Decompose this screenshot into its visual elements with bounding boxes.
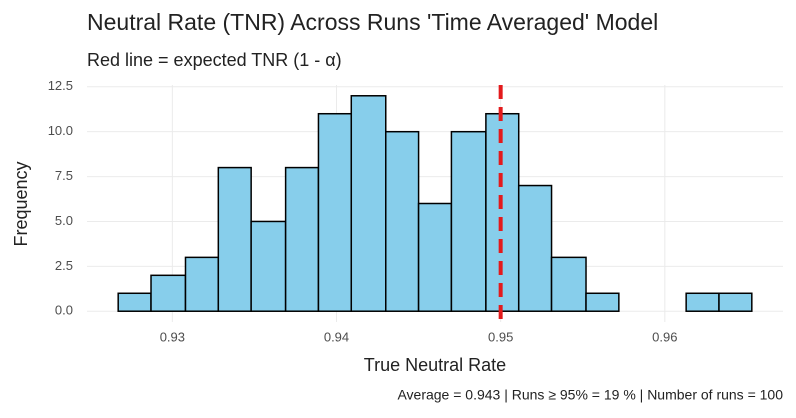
bar xyxy=(585,292,620,312)
bar xyxy=(417,202,453,312)
bar xyxy=(517,184,553,312)
bar xyxy=(250,220,287,312)
bar xyxy=(284,166,320,312)
y-tick-label: 5.0 xyxy=(55,213,73,228)
bar xyxy=(485,112,520,312)
chart-title: Neutral Rate (TNR) Across Runs 'Time Ave… xyxy=(87,9,658,35)
x-tick-label: 0.95 xyxy=(488,329,513,344)
bar xyxy=(550,256,587,312)
y-tick-label: 2.5 xyxy=(55,258,73,273)
bar xyxy=(385,130,420,312)
y-axis-label: Frequency xyxy=(11,161,31,246)
caption: Average = 0.943 | Runs ≥ 95% = 19 % | Nu… xyxy=(397,387,783,403)
y-tick-label: 10.0 xyxy=(48,123,73,138)
chart-subtitle: Red line = expected TNR (1 - α) xyxy=(87,50,342,70)
bar xyxy=(450,130,487,312)
y-tick-label: 0.0 xyxy=(55,303,73,318)
x-tick-label: 0.94 xyxy=(324,329,349,344)
bar xyxy=(685,292,720,312)
bar xyxy=(184,256,220,312)
y-tick-label: 12.5 xyxy=(48,78,73,93)
x-tick-label: 0.93 xyxy=(160,329,185,344)
bar xyxy=(718,292,753,312)
y-tick-label: 7.5 xyxy=(55,168,73,183)
x-tick-label: 0.96 xyxy=(652,329,677,344)
bar xyxy=(150,274,187,312)
x-axis-label: True Neutral Rate xyxy=(364,355,506,375)
bar xyxy=(350,95,387,312)
bar xyxy=(217,166,252,312)
bar xyxy=(317,112,353,312)
bar xyxy=(117,292,152,312)
